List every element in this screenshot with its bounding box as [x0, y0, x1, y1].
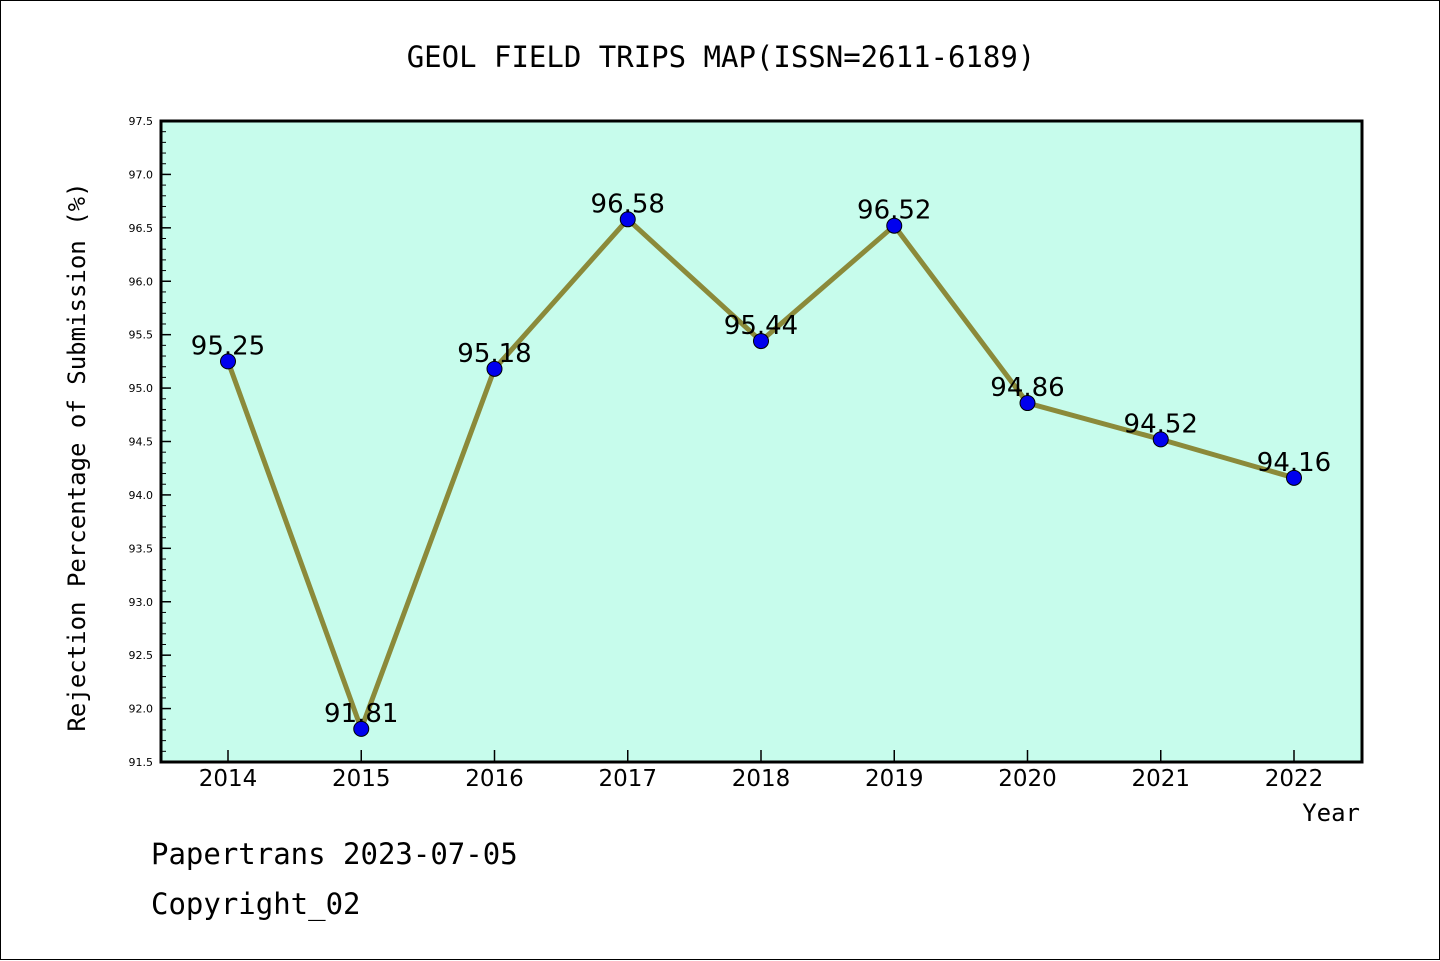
x-tick-label: 2018	[732, 766, 791, 792]
data-point-2014	[220, 353, 236, 370]
footer-publisher-date: Papertrans 2023-07-05	[151, 837, 518, 871]
data-point-2021	[1152, 431, 1169, 448]
x-tick-label: 2015	[332, 766, 391, 792]
data-label-2018: 95.44	[724, 311, 798, 341]
x-axis-label: Year	[1302, 799, 1360, 827]
y-tick-label: 95.5	[129, 329, 154, 342]
x-tick-label: 2019	[865, 766, 924, 792]
data-point-2016	[486, 360, 503, 377]
y-tick-label: 97.5	[129, 115, 154, 128]
data-label-2015: 91.81	[324, 699, 398, 729]
y-axis-ticks: 91.5 92.0 92.5 93.0 93.5 94.0 94.5 95.0 95.5 96.0…	[129, 115, 171, 769]
chart-title: GEOL FIELD TRIPS MAP(ISSN=2611-6189)	[407, 40, 1036, 74]
data-label-2016: 95.18	[457, 339, 531, 369]
data-point-2020	[1019, 395, 1036, 412]
y-tick-label: 91.5	[129, 756, 154, 769]
x-tick-label: 2017	[598, 766, 657, 792]
data-point-2022	[1286, 469, 1302, 486]
y-tick-label: 93.5	[129, 542, 154, 555]
y-tick-label: 93.0	[129, 596, 154, 609]
data-label-2017: 96.58	[591, 189, 665, 219]
data-label-2021: 94.52	[1124, 409, 1198, 439]
x-tick-label: 2014	[199, 766, 258, 792]
plot-area	[161, 121, 1362, 762]
y-tick-label: 96.5	[129, 222, 154, 235]
data-point-2018	[753, 333, 769, 350]
y-axis-label: Rejection Percentage of Submission (%)	[63, 182, 91, 731]
y-tick-label: 92.5	[129, 649, 154, 662]
y-tick-label: 92.0	[129, 703, 154, 716]
x-axis-ticks: 2014 2015 2016 2017 2018 2019 2020 2021 2022	[199, 750, 1324, 792]
data-label-2019: 96.52	[857, 196, 931, 226]
x-tick-label: 2022	[1265, 766, 1324, 792]
data-label-2022: 94.16	[1257, 448, 1331, 478]
marker-group	[220, 211, 1302, 737]
y-tick-label: 96.0	[129, 275, 154, 288]
plot-border	[159, 119, 1364, 764]
y-tick-label: 94.5	[129, 436, 154, 449]
data-point-2019	[886, 217, 903, 234]
x-tick-label: 2016	[465, 766, 524, 792]
x-tick-label: 2021	[1131, 766, 1190, 792]
y-tick-label: 94.0	[129, 489, 154, 502]
y-tick-label: 95.0	[129, 382, 154, 395]
footer-copyright: Copyright_02	[151, 887, 361, 921]
data-label-2014: 95.25	[191, 331, 265, 361]
data-label-group: 95.25 91.81 95.18 96.58 95.44 96.52 94.86 94.52…	[191, 189, 1331, 729]
data-point-2015	[353, 720, 370, 737]
data-label-2020: 94.86	[990, 373, 1064, 403]
data-point-2017	[619, 211, 636, 228]
y-tick-label: 97.0	[129, 168, 154, 181]
x-tick-label: 2020	[998, 766, 1057, 792]
